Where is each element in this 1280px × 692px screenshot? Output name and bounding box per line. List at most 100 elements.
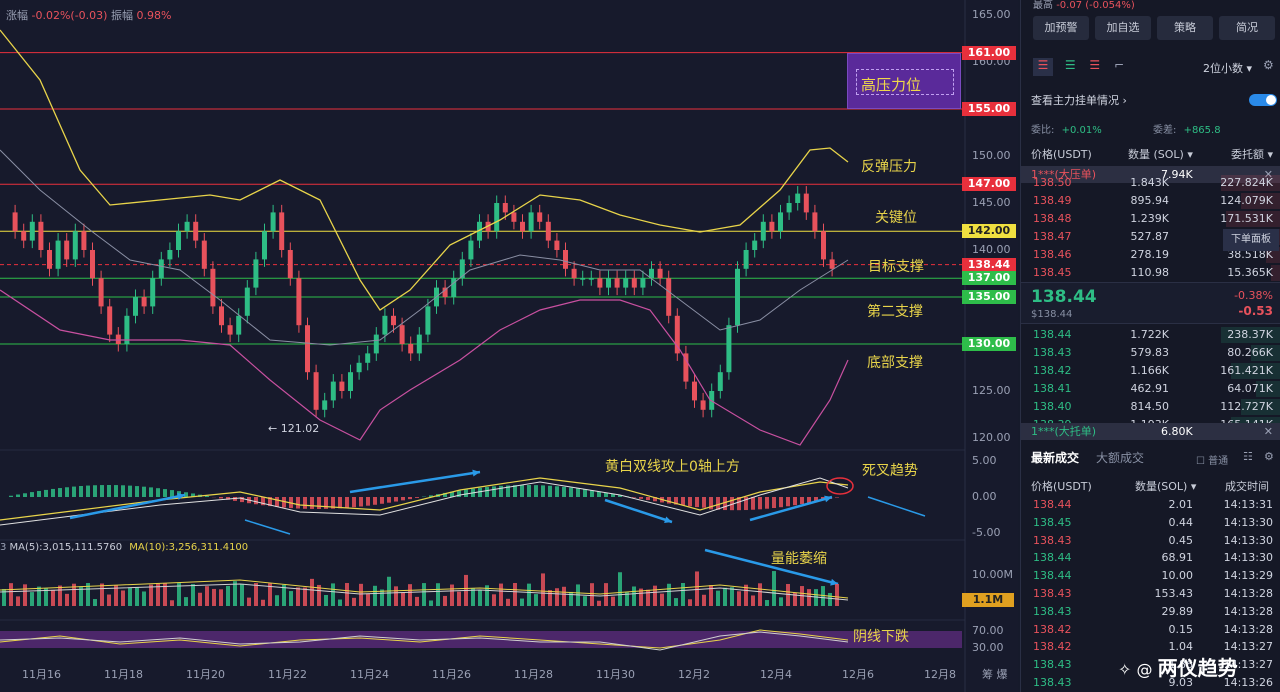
bid-row[interactable]: 138.44 1.722K 238.37K [1021,326,1280,344]
volume-bar [597,600,601,606]
volume-note: 量能萎缩 [771,551,827,567]
second-support-label: 第二支撑 [867,304,923,320]
candle-body [391,315,396,326]
time-tick: 12月2 [678,668,710,681]
volume-bar [16,596,20,606]
trade-header-qty[interactable]: 数量(SOL) ▾ [1135,480,1197,493]
filter-icon[interactable]: ☷ [1243,450,1253,463]
trade-price: 138.44 [1033,551,1072,565]
macd-bar [492,486,496,497]
candle-body [597,278,603,288]
candle-body [683,353,689,382]
ask-row[interactable]: 138.48 1.239K 171.531K [1021,210,1280,228]
time-tick: 11月20 [186,668,225,681]
candle-body [760,221,766,241]
book-header-qty[interactable]: 数量 (SOL) ▾ [1128,148,1193,161]
trade-time: 14:13:31 [1223,498,1273,511]
watermark-logo-icon: ✧ [1118,660,1132,679]
volume-bar [646,589,650,606]
ask-row[interactable]: 138.49 895.94 124.079K [1021,192,1280,210]
axis-tool[interactable]: 筹 爆 [982,668,1008,681]
candle-body [313,372,319,410]
volume-bar [751,595,755,606]
decimal-select[interactable]: 2位小数 ▾ [1203,62,1253,75]
trade-row: 138.42 0.15 14:13:28 [1021,621,1280,639]
book-asks-icon[interactable]: ☰ [1089,58,1101,72]
overview-button[interactable]: 简况 [1219,16,1275,40]
volume-bar [324,595,328,606]
time-tick: 11月16 [22,668,61,681]
macd-bar [814,497,818,502]
macd-bar [408,497,412,500]
row-qty: 278.19 [1130,248,1170,261]
trend-arrow [349,470,481,494]
book-bids-icon[interactable]: ☰ [1064,58,1076,72]
macd-bar [23,493,27,497]
candle-body [442,287,448,297]
expand-icon[interactable]: ⌐ [1114,58,1125,72]
volume-bar [779,597,783,606]
main-order-toggle[interactable] [1249,94,1277,106]
book-header-amount[interactable]: 委托额 ▾ [1231,148,1274,161]
macd-tick: 0.00 [972,490,997,503]
macd-bar [583,489,587,497]
macd-bar [793,497,797,506]
volume-bar [702,594,706,606]
row-price: 138.50 [1033,176,1072,189]
volume-bar [457,591,461,606]
watchlist-button[interactable]: 加自选 [1095,16,1151,40]
trade-price: 138.43 [1033,676,1072,689]
alert-button[interactable]: 加预警 [1033,16,1089,40]
macd-bar [156,488,160,497]
kline-chart[interactable]: 涨幅 -0.02%(-0.03) 振幅 0.98% 165.00 160.00 15… [0,0,1018,692]
macd-bar [44,489,48,497]
row-qty: 527.87 [1130,230,1170,243]
tab-latest-trades[interactable]: 最新成交 [1031,451,1080,465]
volume-bar [394,586,398,606]
death-cross-circle [826,477,854,495]
macd-note: 黄白双线攻上0轴上方 [605,459,740,475]
candle-body [296,278,302,326]
order-panel-tip[interactable]: 下单面板 [1223,229,1279,251]
macd-bar [359,497,363,507]
candle-body [382,315,388,335]
bid-row[interactable]: 138.40 814.50 112.727K [1021,398,1280,416]
trade-row: 138.44 68.91 14:13:30 [1021,549,1280,567]
main-order-link[interactable]: 查看主力挂单情况 › [1031,94,1127,107]
book-both-icon[interactable]: ☰ [1033,58,1053,76]
volume-bar [527,583,531,606]
trend-arrow [69,493,186,520]
trade-row: 138.43 29.89 14:13:28 [1021,603,1280,621]
header-info: 涨幅 -0.02%(-0.03) 振幅 0.98% [6,9,172,22]
ask-row[interactable]: 138.45 110.98 15.365K [1021,264,1280,282]
bid-row[interactable]: 138.41 462.91 64.071K [1021,380,1280,398]
time-tick: 11月30 [596,668,635,681]
trade-qty: 10.00 [1161,569,1194,583]
macd-tick: 5.00 [972,454,997,467]
close-icon[interactable]: ✕ [1263,168,1273,181]
row-amount: 161.421K [1220,364,1273,377]
volume-bar [709,585,713,606]
settings-icon[interactable]: ⚙ [1263,58,1274,72]
settings-icon[interactable]: ⚙ [1264,450,1274,463]
tab-large-trades[interactable]: 大额成交 [1096,451,1145,465]
bid-row[interactable]: 138.42 1.166K 161.421K [1021,362,1280,380]
candle-body [81,231,87,250]
bid-row[interactable]: 138.43 579.83 80.266K [1021,344,1280,362]
trade-price: 138.43 [1033,533,1072,547]
macd-bar [338,497,342,509]
macd-bar [16,494,20,497]
time-tick: 12月6 [842,668,874,681]
strategy-button[interactable]: 策略 [1157,16,1213,40]
volume-bar [688,599,692,606]
volume-arrow-head [830,578,838,586]
macd-bar [79,486,83,497]
ask-row[interactable]: 138.46 278.19 38.518K [1021,246,1280,264]
trade-price: 138.43 [1033,604,1072,618]
close-icon[interactable]: ✕ [1263,425,1273,438]
normal-checkbox[interactable]: ☐ 普通 [1196,456,1229,467]
volume-bar [520,598,524,606]
ask-row[interactable]: 138.50 1.843K 227.824K [1021,174,1280,192]
macd-bar [639,497,643,499]
candle-body [786,203,792,213]
